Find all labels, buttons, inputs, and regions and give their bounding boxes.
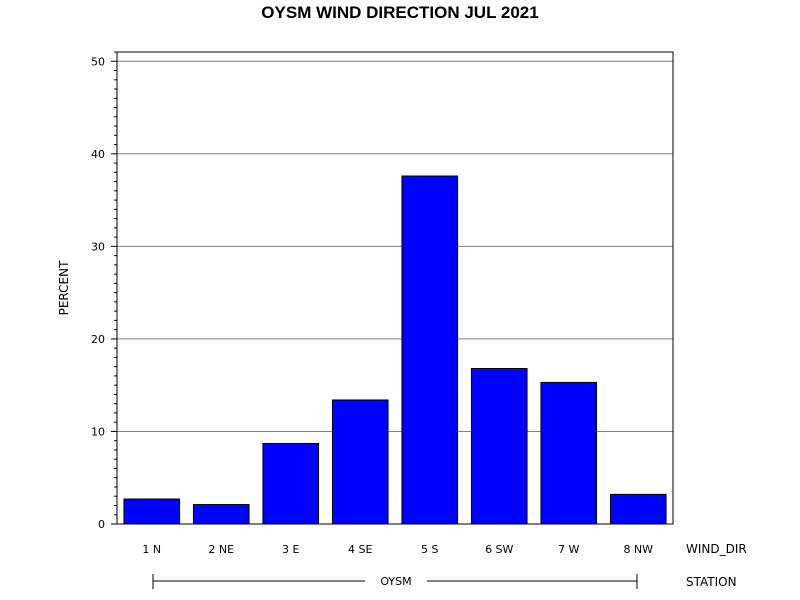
gridlines bbox=[117, 60, 673, 432]
x-tick-label: 8 NW bbox=[623, 543, 653, 556]
x-tick-label: 5 S bbox=[421, 543, 438, 556]
chart-title: OYSM WIND DIRECTION JUL 2021 bbox=[261, 3, 538, 22]
y-tick-label: 50 bbox=[91, 55, 105, 68]
x-tick-label: 6 SW bbox=[485, 543, 513, 556]
plot-frame bbox=[116, 51, 674, 525]
x-tick-label: 7 W bbox=[558, 543, 579, 556]
y-tick-label: 20 bbox=[91, 333, 105, 346]
y-tick-label: 40 bbox=[91, 148, 105, 161]
bars bbox=[123, 175, 667, 525]
x-axis: 1 N 2 NE 3 E 4 SE 5 S 6 SW 7 W 8 NW bbox=[142, 543, 653, 556]
x-tick-label: 1 N bbox=[142, 543, 161, 556]
bar-5-s bbox=[401, 175, 459, 525]
bar-4-se bbox=[331, 399, 389, 525]
y-tick-label: 10 bbox=[91, 425, 105, 438]
bar-2-ne bbox=[192, 504, 250, 525]
station-group-axis: OYSM STATION bbox=[152, 574, 737, 589]
bar-6-sw bbox=[470, 368, 528, 525]
x-tick-label: 2 NE bbox=[208, 543, 234, 556]
bar-7-w bbox=[540, 381, 598, 525]
bar-8-nw bbox=[609, 493, 667, 525]
y-axis-label: PERCENT bbox=[57, 260, 71, 315]
station-label: STATION bbox=[686, 575, 737, 589]
y-axis: 0 10 20 30 40 50 bbox=[91, 51, 117, 531]
x-tick-label: 4 SE bbox=[348, 543, 372, 556]
station-value: OYSM bbox=[380, 575, 411, 588]
x-axis-label: WIND_DIR bbox=[686, 542, 747, 556]
bar-1-n bbox=[123, 498, 181, 525]
y-tick-label: 30 bbox=[91, 240, 105, 253]
x-tick-label: 3 E bbox=[282, 543, 299, 556]
y-tick-label: 0 bbox=[98, 518, 105, 531]
bar-3-e bbox=[262, 442, 320, 525]
